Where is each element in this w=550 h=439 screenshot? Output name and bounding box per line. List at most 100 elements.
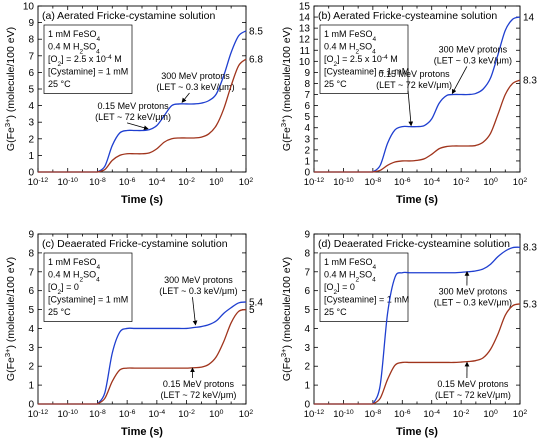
x-axis-label: Time (s) — [121, 426, 163, 438]
y-tick-label: 9 — [28, 18, 34, 29]
end-value-label: 6.8 — [249, 55, 263, 66]
y-tick-label: 3 — [28, 118, 34, 129]
chart-title: (b) Aerated Fricke-cysteamine solution — [318, 10, 497, 22]
x-tick-label: 10-6 — [119, 409, 136, 421]
y-tick-label: 14 — [299, 13, 311, 24]
condition-line: [Cysteamine] = 1 mM — [324, 67, 409, 77]
series-label: 300 MeV protons — [439, 286, 508, 296]
condition-line: [O2] = 2.5 x 10-4 M — [324, 54, 398, 68]
chart-panel-1: 0 1 2 3 4 5 6 7 8 9 10 10-12 10-10 10-8 10-6 10-4 10-2 10… — [3, 2, 264, 207]
y-tick-label: 7 — [304, 267, 310, 278]
series-arrow — [181, 92, 190, 103]
y-tick-label: 2 — [304, 145, 310, 156]
series-let-label: (LET ~ 72 keV/μm) — [161, 390, 237, 400]
end-value-label: 8.3 — [523, 76, 537, 87]
series-line-015mev — [38, 308, 247, 405]
condition-line: 1 mM FeSO4 — [48, 257, 101, 271]
x-tick-label: 10-8 — [365, 177, 382, 189]
series-label: 0.15 MeV protons — [98, 101, 170, 111]
y-tick-label: 2 — [304, 362, 310, 373]
end-value-label: 14 — [523, 13, 535, 24]
x-tick-label: 10-10 — [333, 177, 354, 189]
x-tick-label: 10-4 — [149, 177, 166, 189]
end-value-label: 5.4 — [249, 298, 263, 309]
x-tick-label: 10-4 — [423, 177, 440, 189]
y-tick-label: 1 — [304, 156, 310, 167]
x-tick-label: 10-12 — [28, 409, 49, 421]
condition-line: 1 mM FeSO4 — [324, 29, 377, 43]
x-tick-label: 10-10 — [57, 409, 78, 421]
y-tick-label: 3 — [304, 134, 310, 145]
y-tick-label: 0 — [28, 168, 34, 179]
y-tick-label: 8 — [28, 35, 34, 46]
y-tick-label: 10 — [299, 57, 311, 68]
y-tick-label: 5 — [304, 305, 310, 316]
series-line-300mev — [314, 16, 521, 173]
condition-line: 0.4 M H2SO4 — [324, 42, 376, 56]
y-tick-label: 0 — [304, 168, 310, 179]
y-tick-label: 5 — [304, 112, 310, 123]
x-tick-label: 10-6 — [119, 177, 136, 189]
y-tick-label: 1 — [28, 381, 34, 392]
x-tick-label: 10-2 — [178, 177, 195, 189]
y-tick-label: 7 — [28, 267, 34, 278]
y-tick-label: 6 — [304, 101, 310, 112]
x-tick-label: 100 — [483, 409, 498, 421]
series-line-015mev — [314, 79, 521, 173]
y-tick-label: 5 — [28, 85, 34, 96]
y-tick-label: 13 — [299, 24, 311, 35]
chart-title: (d) Deaerated Fricke-cysteamine solution — [318, 238, 510, 250]
series-let-label: (LET ~ 72 keV/μm) — [435, 390, 511, 400]
chart-panel-3: 0 1 2 3 4 5 6 7 8 9 10-12 10-10 10-8 10-6 10-4 10-2 100 1… — [3, 230, 264, 439]
x-tick-label: 10-2 — [453, 177, 470, 189]
x-tick-label: 100 — [483, 177, 498, 189]
series-let-label: (LET ~ 0.3 keV/μm) — [159, 286, 237, 296]
condition-line: [Cysteamine] = 1 mM — [324, 295, 409, 305]
y-axis-label: G(Fe3+) (molecule/100 eV) — [3, 257, 18, 381]
x-tick-label: 10-8 — [365, 409, 382, 421]
x-tick-label: 102 — [239, 409, 254, 421]
x-tick-label: 10-4 — [149, 409, 166, 421]
condition-line: 25 °C — [324, 79, 347, 89]
series-label: 300 MeV protons — [161, 71, 230, 81]
x-tick-label: 102 — [513, 409, 528, 421]
end-value-label: 8.3 — [523, 243, 537, 254]
series-arrow — [407, 90, 414, 127]
x-tick-label: 10-10 — [333, 409, 354, 421]
x-axis-label: Time (s) — [121, 194, 163, 206]
x-tick-label: 100 — [209, 409, 224, 421]
conditions-box — [319, 24, 409, 94]
y-tick-label: 2 — [28, 362, 34, 373]
y-tick-label: 8 — [304, 79, 310, 90]
x-tick-label: 10-6 — [394, 177, 411, 189]
y-tick-label: 3 — [28, 343, 34, 354]
x-tick-label: 102 — [239, 177, 254, 189]
series-arrow — [192, 297, 198, 326]
series-let-label: (LET ~ 0.3 keV/μm) — [156, 82, 234, 92]
y-tick-label: 12 — [299, 35, 311, 46]
y-tick-label: 6 — [28, 68, 34, 79]
y-axis-label: G(Fe3+) (molecule/100 eV) — [279, 257, 294, 381]
y-tick-label: 11 — [300, 46, 311, 57]
series-label: 0.15 MeV protons — [163, 379, 235, 389]
y-tick-label: 0 — [304, 400, 310, 411]
x-tick-label: 10-12 — [304, 409, 325, 421]
chart-title: (c) Deaerated Fricke-cystamine solution — [42, 238, 228, 250]
y-tick-label: 5 — [28, 305, 34, 316]
series-line-300mev — [314, 246, 521, 405]
condition-line: [O2] = 0 — [48, 282, 79, 296]
condition-line: [Cystamine] = 1 mM — [48, 295, 128, 305]
y-tick-label: 2 — [28, 134, 34, 145]
series-label: 300 MeV protons — [439, 44, 508, 54]
chart-title: (a) Aerated Fricke-cystamine solution — [42, 10, 215, 22]
condition-line: 25 °C — [324, 307, 347, 317]
condition-line: 0.4 M H2SO4 — [48, 42, 100, 56]
chart-panel-4: 0 1 2 3 4 5 6 7 8 9 10-12 10-10 10-8 10-6 10-4 10-2 100 1… — [279, 230, 538, 439]
x-axis-label: Time (s) — [396, 426, 438, 438]
condition-line: 25 °C — [48, 79, 71, 89]
series-let-label: (LET ~ 72 keV/μm) — [95, 112, 171, 122]
y-tick-label: 15 — [299, 2, 311, 13]
y-tick-label: 3 — [304, 343, 310, 354]
